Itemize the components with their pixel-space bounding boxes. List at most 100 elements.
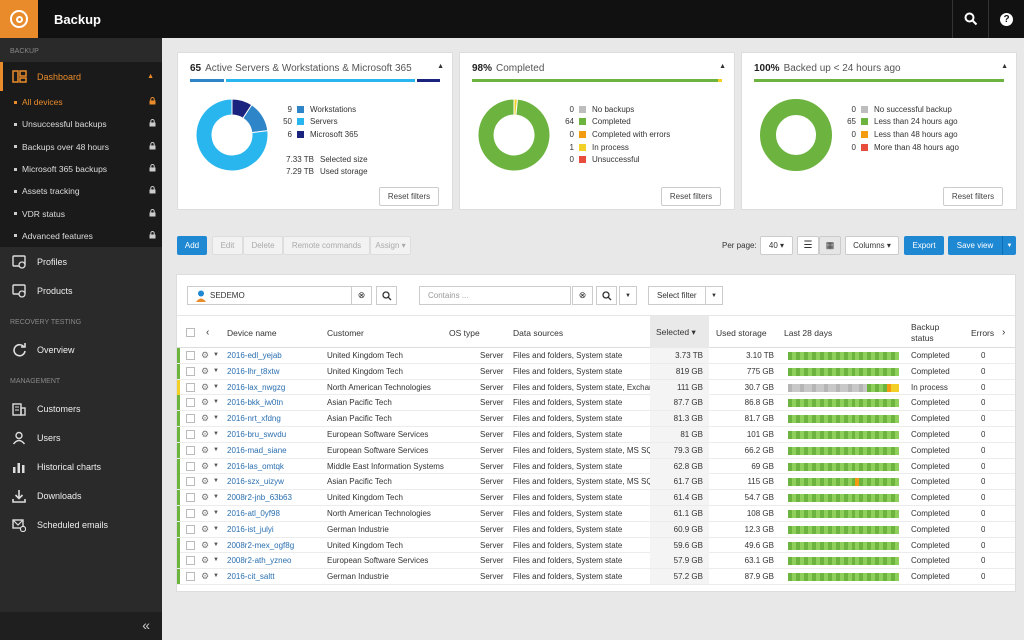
row-menu-dropdown[interactable]: ▼ [213, 399, 219, 406]
device-name-link[interactable]: 2016-bkk_iw0tn [227, 398, 284, 408]
contains-search-input[interactable]: Contains ... [419, 286, 571, 305]
table-row[interactable]: ⚙ ▼ 2016-lhr_t8xtw United Kingdom Tech Serve… [177, 363, 1015, 380]
select-all-checkbox[interactable] [186, 316, 195, 349]
gear-icon[interactable]: ⚙ [201, 444, 210, 455]
column-data-sources[interactable]: Data sources [513, 327, 564, 338]
legend-item[interactable]: 64 Completed [562, 116, 631, 129]
gear-icon[interactable]: ⚙ [201, 555, 210, 566]
reset-filters-button[interactable]: Reset filters [943, 187, 1003, 206]
save-view-button[interactable]: Save view [948, 236, 1002, 255]
edit-button[interactable]: Edit [212, 236, 243, 255]
sidebar-subitem[interactable]: Backups over 48 hours [0, 135, 162, 158]
legend-item[interactable]: 1 In process [562, 141, 629, 154]
app-logo[interactable] [0, 0, 38, 38]
row-menu-dropdown[interactable]: ▼ [213, 352, 219, 358]
row-checkbox[interactable] [186, 351, 195, 360]
row-menu-dropdown[interactable]: ▼ [213, 446, 219, 453]
clear-search-icon[interactable]: ⊗ [572, 286, 593, 305]
gear-icon[interactable]: ⚙ [201, 413, 210, 424]
legend-item[interactable]: 6 Microsoft 365 [280, 128, 358, 141]
remote-commands-button[interactable]: Remote commands [283, 236, 370, 255]
help-icon[interactable]: ? [988, 0, 1024, 38]
device-name-link[interactable]: 2016-las_omtqk [227, 461, 284, 471]
table-row[interactable]: ⚙ ▼ 2016-cit_saltt German Industrie Server Fi… [177, 569, 1015, 585]
backup-history-bar[interactable] [788, 478, 900, 487]
save-view-dropdown[interactable]: ▼ [1002, 236, 1016, 255]
row-checkbox[interactable] [186, 572, 195, 582]
column-selected[interactable]: Selected ▾ [650, 316, 709, 349]
delete-button[interactable]: Delete [243, 236, 283, 255]
sidebar-item-historical-charts[interactable]: Historical charts [0, 452, 162, 481]
backup-history-bar[interactable] [788, 462, 900, 471]
legend-item[interactable]: 0 Completed with errors [562, 128, 671, 141]
row-checkbox[interactable] [186, 461, 195, 471]
row-checkbox[interactable] [186, 366, 195, 376]
collapse-card-icon[interactable]: ▲ [437, 63, 444, 70]
table-row[interactable]: ⚙ ▼ 2016-nrt_xfdng Asian Pacific Tech Server… [177, 411, 1015, 427]
gear-icon[interactable]: ⚙ [201, 539, 210, 550]
row-checkbox[interactable] [186, 414, 195, 424]
table-row[interactable]: ⚙ ▼ 2016-mad_siane European Software Servic… [177, 442, 1015, 459]
legend-item[interactable]: 0 Less than 48 hours ago [844, 128, 958, 141]
sidebar-item-profiles[interactable]: Profiles [0, 247, 162, 276]
sidebar-subitem[interactable]: Advanced features [0, 224, 162, 248]
scroll-left-icon[interactable]: ‹ [206, 327, 210, 338]
column-errors[interactable]: Errors [971, 327, 995, 338]
grid-view-button[interactable]: ▦ [819, 236, 841, 255]
row-checkbox[interactable] [186, 477, 195, 487]
device-name-link[interactable]: 2016-nrt_xfdng [227, 414, 281, 424]
gear-icon[interactable]: ⚙ [201, 523, 210, 534]
sidebar-subitem[interactable]: VDR status [0, 202, 162, 225]
row-menu-dropdown[interactable]: ▼ [213, 509, 219, 516]
add-button[interactable]: Add [177, 236, 207, 255]
row-checkbox[interactable] [186, 398, 195, 408]
legend-item[interactable]: 0 Unsuccessful [562, 153, 640, 166]
row-checkbox[interactable] [186, 493, 195, 503]
backup-history-bar[interactable] [788, 383, 900, 392]
sidebar-subitem[interactable]: Assets tracking [0, 180, 162, 203]
collapse-sidebar-button[interactable]: « [0, 612, 162, 640]
row-checkbox[interactable] [186, 445, 195, 455]
device-name-link[interactable]: 2016-bru_swvdu [227, 429, 287, 439]
sidebar-item-overview[interactable]: Overview [0, 335, 162, 364]
backup-history-bar[interactable] [788, 541, 900, 550]
device-name-link[interactable]: 2016-edl_yejab [227, 351, 282, 360]
sidebar-item-dashboard[interactable]: Dashboard ▲ [0, 62, 162, 91]
device-name-link[interactable]: 2016-cit_saltt [227, 572, 275, 582]
column-used-storage[interactable]: Used storage [716, 327, 767, 338]
backup-history-bar[interactable] [788, 509, 900, 518]
gear-icon[interactable]: ⚙ [201, 350, 210, 360]
backup-history-bar[interactable] [788, 525, 900, 534]
reset-filters-button[interactable]: Reset filters [661, 187, 721, 206]
gear-icon[interactable]: ⚙ [201, 381, 210, 392]
row-menu-dropdown[interactable]: ▼ [213, 541, 219, 548]
table-row[interactable]: ⚙ ▼ 2016-ist_julyi German Industrie Server Fi… [177, 521, 1015, 538]
select-filter-button[interactable]: Select filter [648, 286, 706, 305]
table-row[interactable]: ⚙ ▼ 2016-bru_swvdu European Software Servic… [177, 426, 1015, 443]
row-menu-dropdown[interactable]: ▼ [213, 478, 219, 485]
table-row[interactable]: ⚙ ▼ 2008r2-ath_yzneo European Software Serv… [177, 553, 1015, 570]
sidebar-subitem[interactable]: Microsoft 365 backups [0, 157, 162, 181]
assign-button[interactable]: Assign ▾ [370, 236, 411, 255]
backup-history-bar[interactable] [788, 573, 900, 582]
legend-item[interactable]: 0 More than 48 hours ago [844, 141, 959, 154]
table-row[interactable]: ⚙ ▼ 2008r2-mex_ogf8g United Kingdom Tech Ser… [177, 537, 1015, 554]
per-page-select[interactable]: 40 ▾ [760, 236, 793, 255]
device-name-link[interactable]: 2016-lax_nwgzg [227, 382, 286, 392]
gear-icon[interactable]: ⚙ [201, 365, 210, 376]
export-button[interactable]: Export [904, 236, 944, 255]
backup-history-bar[interactable] [788, 352, 900, 360]
device-name-link[interactable]: 2016-szx_uizyw [227, 477, 284, 487]
row-menu-dropdown[interactable]: ▼ [213, 383, 219, 390]
search-options-dropdown[interactable]: ▼ [619, 286, 637, 305]
sidebar-item-products[interactable]: Products [0, 276, 162, 305]
sidebar-subitem[interactable]: All devices [0, 91, 162, 114]
collapse-card-icon[interactable]: ▲ [1001, 63, 1008, 70]
gear-icon[interactable]: ⚙ [201, 460, 210, 471]
backup-history-bar[interactable] [788, 415, 900, 424]
device-name-link[interactable]: 2008r2-mex_ogf8g [227, 540, 295, 550]
backup-history-bar[interactable] [788, 430, 900, 439]
sidebar-item-scheduled-emails[interactable]: Scheduled emails [0, 510, 162, 539]
search-icon[interactable] [952, 0, 988, 38]
table-row[interactable]: ⚙ ▼ 2016-edl_yejab United Kingdom Tech Serve… [177, 348, 1015, 364]
